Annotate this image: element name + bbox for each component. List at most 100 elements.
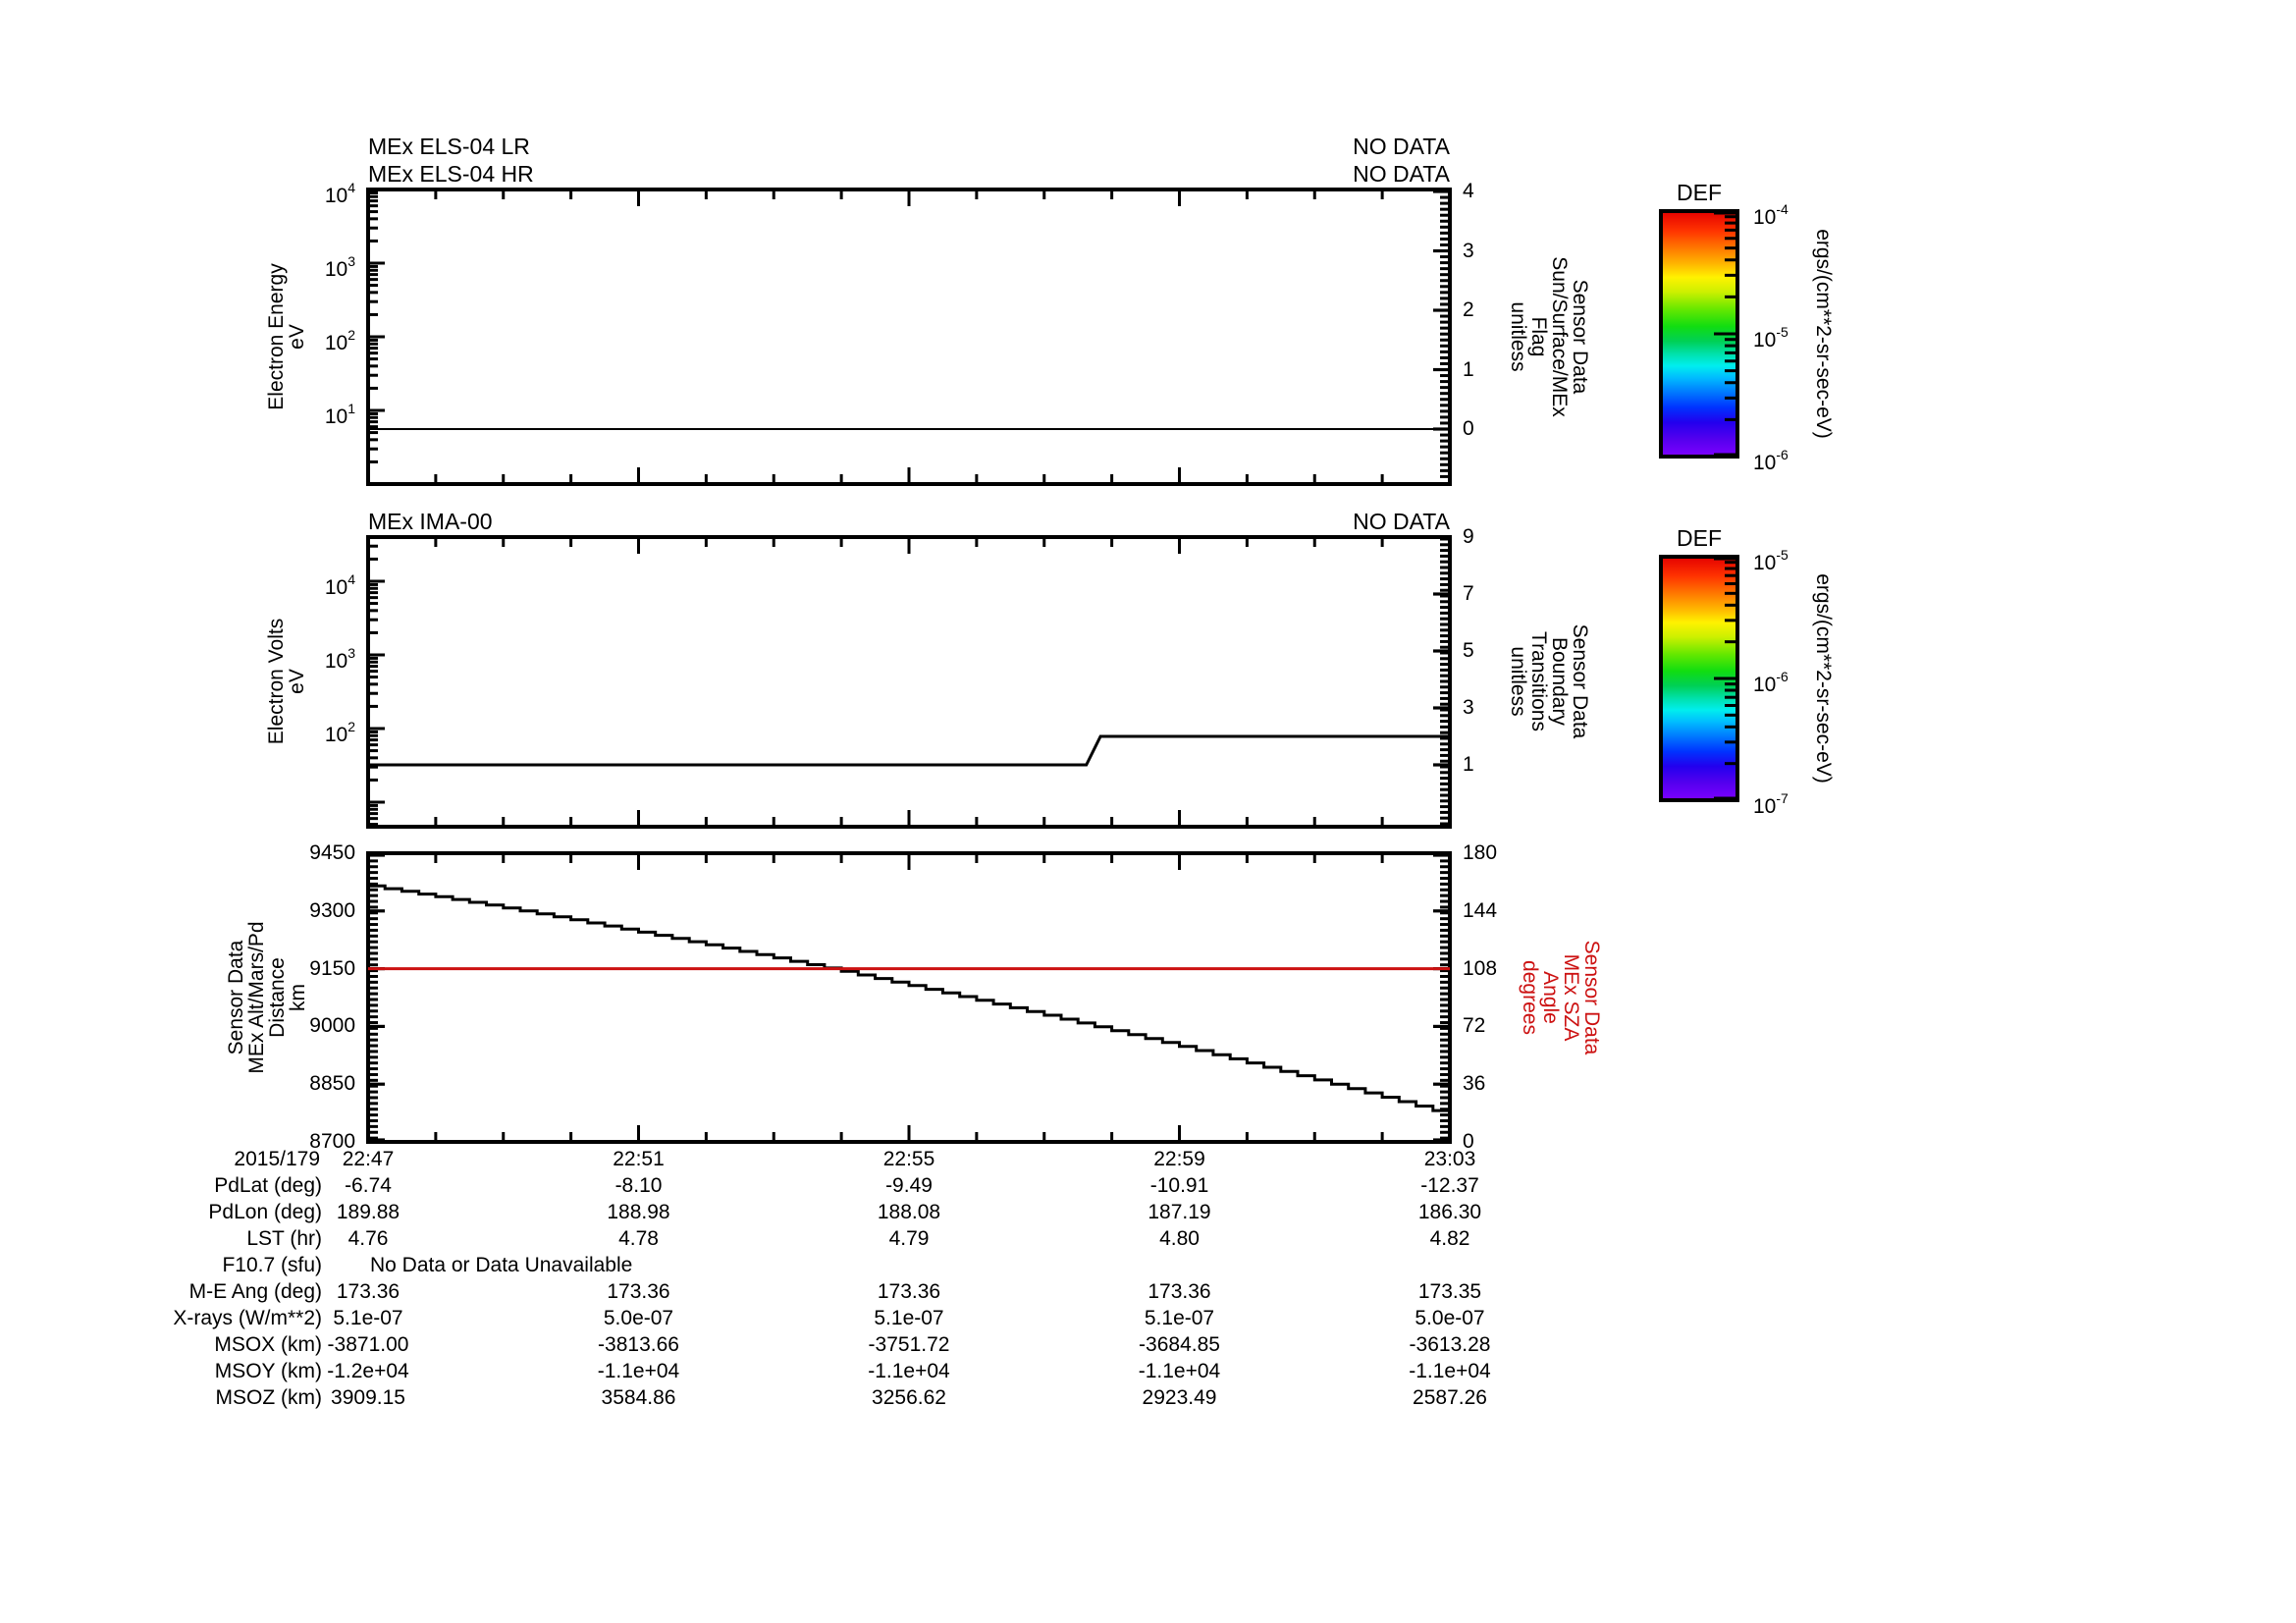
table-cell: 189.88 bbox=[336, 1201, 400, 1223]
y-tick-label-left: 101 bbox=[324, 401, 355, 428]
table-row-label: F10.7 (sfu) bbox=[222, 1254, 322, 1276]
y-tick-label-right: 0 bbox=[1463, 417, 1474, 440]
colorbar1-title: DEF bbox=[1677, 180, 1722, 205]
table-cell: 5.1e-07 bbox=[333, 1307, 403, 1329]
panel1-title-hr: MEx ELS-04 HR bbox=[368, 161, 534, 187]
table-cell: 4.76 bbox=[347, 1227, 389, 1250]
table-cell: -6.74 bbox=[345, 1174, 392, 1197]
table-cell: 188.08 bbox=[877, 1201, 941, 1223]
y-tick-label-right: 4 bbox=[1463, 180, 1474, 202]
date-label: 2015/179 bbox=[234, 1148, 320, 1170]
table-cell: 4.78 bbox=[618, 1227, 659, 1250]
colorbar-tick-label: 10-6 bbox=[1753, 447, 1789, 474]
y-tick-label-left: 102 bbox=[324, 327, 355, 354]
y-tick-label-left: 9000 bbox=[309, 1014, 355, 1038]
table-cell: 186.30 bbox=[1417, 1201, 1482, 1223]
y-tick-label-left: 9150 bbox=[309, 956, 355, 980]
table-cell: -3813.66 bbox=[598, 1333, 679, 1356]
table-cell: 5.0e-07 bbox=[603, 1307, 674, 1329]
table-cell: 187.19 bbox=[1148, 1201, 1211, 1223]
table-cell: 173.35 bbox=[1417, 1280, 1482, 1303]
x-tick-label: 22:47 bbox=[342, 1148, 395, 1170]
table-cell: -12.37 bbox=[1420, 1174, 1479, 1197]
table-cell: -3751.72 bbox=[868, 1333, 950, 1356]
y-tick-label-right: 1 bbox=[1463, 753, 1474, 776]
table-cell: 4.82 bbox=[1429, 1227, 1470, 1250]
panel2-nodata: NO DATA bbox=[1353, 509, 1450, 534]
y-tick-label-right: 180 bbox=[1463, 841, 1498, 864]
y-tick-label-left: 9450 bbox=[309, 841, 355, 864]
table-cell: 173.36 bbox=[607, 1280, 670, 1303]
y-tick-label-right: 2 bbox=[1463, 298, 1474, 321]
panel1-right-axis-label: Sensor Data Sun/Surface/MEx Flag unitles… bbox=[1507, 256, 1591, 417]
y-tick-label-left: 104 bbox=[324, 571, 355, 599]
y-tick-label-left: 102 bbox=[324, 719, 355, 746]
y-tick-label-right: 36 bbox=[1463, 1072, 1486, 1096]
y-tick-label-right: 72 bbox=[1463, 1014, 1486, 1038]
table-cell: 5.0e-07 bbox=[1415, 1307, 1485, 1329]
y-tick-label-right: 3 bbox=[1463, 696, 1474, 719]
panel3-left-axis-label: Sensor Data MEx Alt/Mars/Pd Distance km bbox=[225, 921, 309, 1074]
y-tick-label-left: 8850 bbox=[309, 1072, 355, 1096]
table-cell: -1.2e+04 bbox=[327, 1360, 409, 1382]
table-row-label: MSOX (km) bbox=[214, 1333, 322, 1356]
table-row-label: PdLon (deg) bbox=[208, 1201, 322, 1223]
x-tick-label: 22:51 bbox=[613, 1148, 665, 1170]
y-tick-label-left: 8700 bbox=[309, 1130, 355, 1153]
table-cell: -8.10 bbox=[614, 1174, 663, 1197]
table-cell: 3909.15 bbox=[331, 1386, 405, 1409]
colorbar-tick-label: 10-7 bbox=[1753, 790, 1789, 818]
table-cell: -1.1e+04 bbox=[1138, 1360, 1221, 1382]
table-cell: -9.49 bbox=[885, 1174, 933, 1197]
colorbar-tick-label: 10-6 bbox=[1753, 669, 1789, 696]
y-tick-label-left: 103 bbox=[324, 645, 355, 673]
table-cell: -1.1e+04 bbox=[597, 1360, 680, 1382]
table-cell: 3256.62 bbox=[872, 1386, 946, 1409]
table-cell: 4.79 bbox=[888, 1227, 930, 1250]
table-cell: 173.36 bbox=[1148, 1280, 1211, 1303]
table-row-label: LST (hr) bbox=[246, 1227, 322, 1250]
table-cell: -3871.00 bbox=[327, 1333, 409, 1356]
colorbar-tick-label: 10-5 bbox=[1753, 547, 1789, 574]
table-row-label: M-E Ang (deg) bbox=[188, 1280, 322, 1303]
colorbar-tick-label: 10-4 bbox=[1753, 201, 1789, 229]
table-row-label: X-rays (W/m**2) bbox=[173, 1307, 322, 1329]
colorbar2-title: DEF bbox=[1677, 525, 1722, 551]
y-tick-label-right: 108 bbox=[1463, 956, 1498, 980]
y-tick-label-right: 9 bbox=[1463, 525, 1474, 548]
table-cell: 188.98 bbox=[607, 1201, 670, 1223]
x-tick-label: 23:03 bbox=[1423, 1148, 1476, 1170]
table-cell: 2923.49 bbox=[1142, 1386, 1217, 1409]
table-cell: 173.36 bbox=[877, 1280, 941, 1303]
y-tick-label-left: 104 bbox=[324, 180, 355, 207]
panel1-nodata-lr: NO DATA bbox=[1353, 134, 1450, 159]
table-cell: -1.1e+04 bbox=[1409, 1360, 1491, 1382]
table-cell: 5.1e-07 bbox=[1144, 1307, 1215, 1329]
table-cell: -10.91 bbox=[1149, 1174, 1209, 1197]
y-tick-label-right: 1 bbox=[1463, 357, 1474, 381]
panel2-title: MEx IMA-00 bbox=[368, 509, 493, 534]
table-cell: -3684.85 bbox=[1139, 1333, 1220, 1356]
y-tick-label-right: 3 bbox=[1463, 239, 1474, 262]
x-tick-label: 22:55 bbox=[882, 1148, 935, 1170]
y-tick-label-right: 7 bbox=[1463, 582, 1474, 605]
table-cell: 173.36 bbox=[336, 1280, 400, 1303]
table-cell: 5.1e-07 bbox=[874, 1307, 944, 1329]
y-tick-label-left: 9300 bbox=[309, 898, 355, 922]
table-cell: 3584.86 bbox=[601, 1386, 676, 1409]
table-cell: 2587.26 bbox=[1413, 1386, 1487, 1409]
f107-no-data-message: No Data or Data Unavailable bbox=[370, 1254, 633, 1276]
x-tick-label: 22:59 bbox=[1153, 1148, 1205, 1170]
table-cell: 4.80 bbox=[1159, 1227, 1200, 1250]
y-tick-label-right: 144 bbox=[1463, 898, 1498, 922]
table-cell: -1.1e+04 bbox=[868, 1360, 950, 1382]
table-cell: -3613.28 bbox=[1409, 1333, 1491, 1356]
colorbar-tick-label: 10-5 bbox=[1753, 324, 1789, 352]
panel1-nodata-hr: NO DATA bbox=[1353, 161, 1450, 187]
y-tick-label-right: 5 bbox=[1463, 639, 1474, 662]
panel1-title-lr: MEx ELS-04 LR bbox=[368, 134, 530, 159]
table-row-label: MSOY (km) bbox=[214, 1360, 322, 1382]
y-tick-label-left: 103 bbox=[324, 253, 355, 281]
